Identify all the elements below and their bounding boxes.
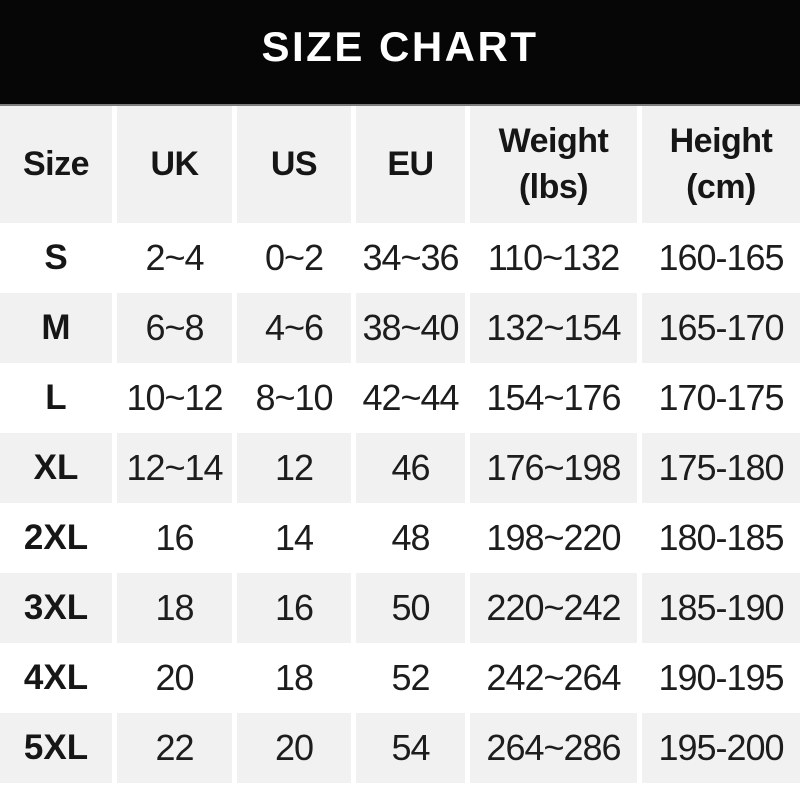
size-chart-table: Size UK US EU Weight (lbs) Height (cm) S 2~4 0~2 3… xyxy=(0,106,800,783)
column-label: Size xyxy=(22,144,90,183)
weight-cell: 264~286 xyxy=(465,713,637,783)
height-cell: 165-170 xyxy=(637,293,800,363)
height-cell: 170-175 xyxy=(637,363,800,433)
us-cell: 20 xyxy=(232,713,351,783)
uk-cell: 10~12 xyxy=(112,363,232,433)
size-cell: S xyxy=(44,238,68,277)
size-cell: 3XL xyxy=(0,573,112,643)
size-cell: 2XL xyxy=(23,518,89,557)
uk-cell: 12~14 xyxy=(112,433,232,503)
size-cell: 4XL xyxy=(23,658,89,697)
uk-cell: 6~8 xyxy=(112,293,232,363)
eu-cell: 54 xyxy=(351,713,465,783)
column-sublabel: (lbs) xyxy=(518,167,589,206)
size-row-l: L 10~12 8~10 42~44 154~176 170-175 xyxy=(0,363,800,433)
weight-cell: 154~176 xyxy=(465,363,637,433)
column-label: UK xyxy=(150,144,199,183)
column-header-uk: UK xyxy=(112,106,232,223)
us-cell: 12 xyxy=(232,433,351,503)
size-row-4xl: 4XL 20 18 52 242~264 190-195 xyxy=(0,643,800,713)
uk-cell: 22 xyxy=(112,713,232,783)
size-row-2xl: 2XL 16 14 48 198~220 180-185 xyxy=(0,503,800,573)
uk-cell: 16 xyxy=(112,503,232,573)
header-row: Size UK US EU Weight (lbs) Height (cm) xyxy=(0,106,800,223)
eu-cell: 46 xyxy=(351,433,465,503)
size-row-xl: XL 12~14 12 46 176~198 175-180 xyxy=(0,433,800,503)
weight-cell: 198~220 xyxy=(465,503,637,573)
size-chart-banner: SIZE CHART xyxy=(0,0,800,106)
size-cell: XL xyxy=(0,433,112,503)
us-cell: 14 xyxy=(232,503,351,573)
us-cell: 4~6 xyxy=(232,293,351,363)
column-header-size: Size xyxy=(0,106,112,223)
height-cell: 190-195 xyxy=(637,643,800,713)
uk-cell: 2~4 xyxy=(112,223,232,293)
column-header-weight: Weight (lbs) xyxy=(465,106,637,223)
column-label: EU xyxy=(387,144,434,183)
eu-cell: 50 xyxy=(351,573,465,643)
size-row-3xl: 3XL 18 16 50 220~242 185-190 xyxy=(0,573,800,643)
weight-cell: 132~154 xyxy=(465,293,637,363)
table-header: Size UK US EU Weight (lbs) Height (cm) xyxy=(0,106,800,223)
height-cell: 180-185 xyxy=(637,503,800,573)
table-body: S 2~4 0~2 34~36 110~132 160-165 M 6~8 4~6 38~40 13… xyxy=(0,223,800,783)
height-cell: 175-180 xyxy=(637,433,800,503)
weight-cell: 110~132 xyxy=(465,223,637,293)
weight-cell: 242~264 xyxy=(465,643,637,713)
size-row-5xl: 5XL 22 20 54 264~286 195-200 xyxy=(0,713,800,783)
uk-cell: 20 xyxy=(112,643,232,713)
eu-cell: 48 xyxy=(351,503,465,573)
column-header-height: Height (cm) xyxy=(637,106,800,223)
eu-cell: 34~36 xyxy=(351,223,465,293)
size-cell: M xyxy=(0,293,112,363)
column-label: Height xyxy=(669,121,773,160)
us-cell: 16 xyxy=(232,573,351,643)
weight-cell: 220~242 xyxy=(465,573,637,643)
weight-cell: 176~198 xyxy=(465,433,637,503)
size-row-m: M 6~8 4~6 38~40 132~154 165-170 xyxy=(0,293,800,363)
eu-cell: 52 xyxy=(351,643,465,713)
column-sublabel: (cm) xyxy=(686,167,756,206)
size-cell: 5XL xyxy=(0,713,112,783)
column-header-us: US xyxy=(232,106,351,223)
us-cell: 0~2 xyxy=(232,223,351,293)
column-header-eu: EU xyxy=(351,106,465,223)
size-row-s: S 2~4 0~2 34~36 110~132 160-165 xyxy=(0,223,800,293)
eu-cell: 38~40 xyxy=(351,293,465,363)
us-cell: 8~10 xyxy=(232,363,351,433)
uk-cell: 18 xyxy=(112,573,232,643)
size-cell: L xyxy=(45,378,67,417)
column-label: US xyxy=(270,144,318,183)
height-cell: 195-200 xyxy=(637,713,800,783)
us-cell: 18 xyxy=(232,643,351,713)
eu-cell: 42~44 xyxy=(351,363,465,433)
page-title: SIZE CHART xyxy=(261,23,539,70)
height-cell: 185-190 xyxy=(637,573,800,643)
height-cell: 160-165 xyxy=(637,223,800,293)
column-label: Weight xyxy=(498,121,609,160)
